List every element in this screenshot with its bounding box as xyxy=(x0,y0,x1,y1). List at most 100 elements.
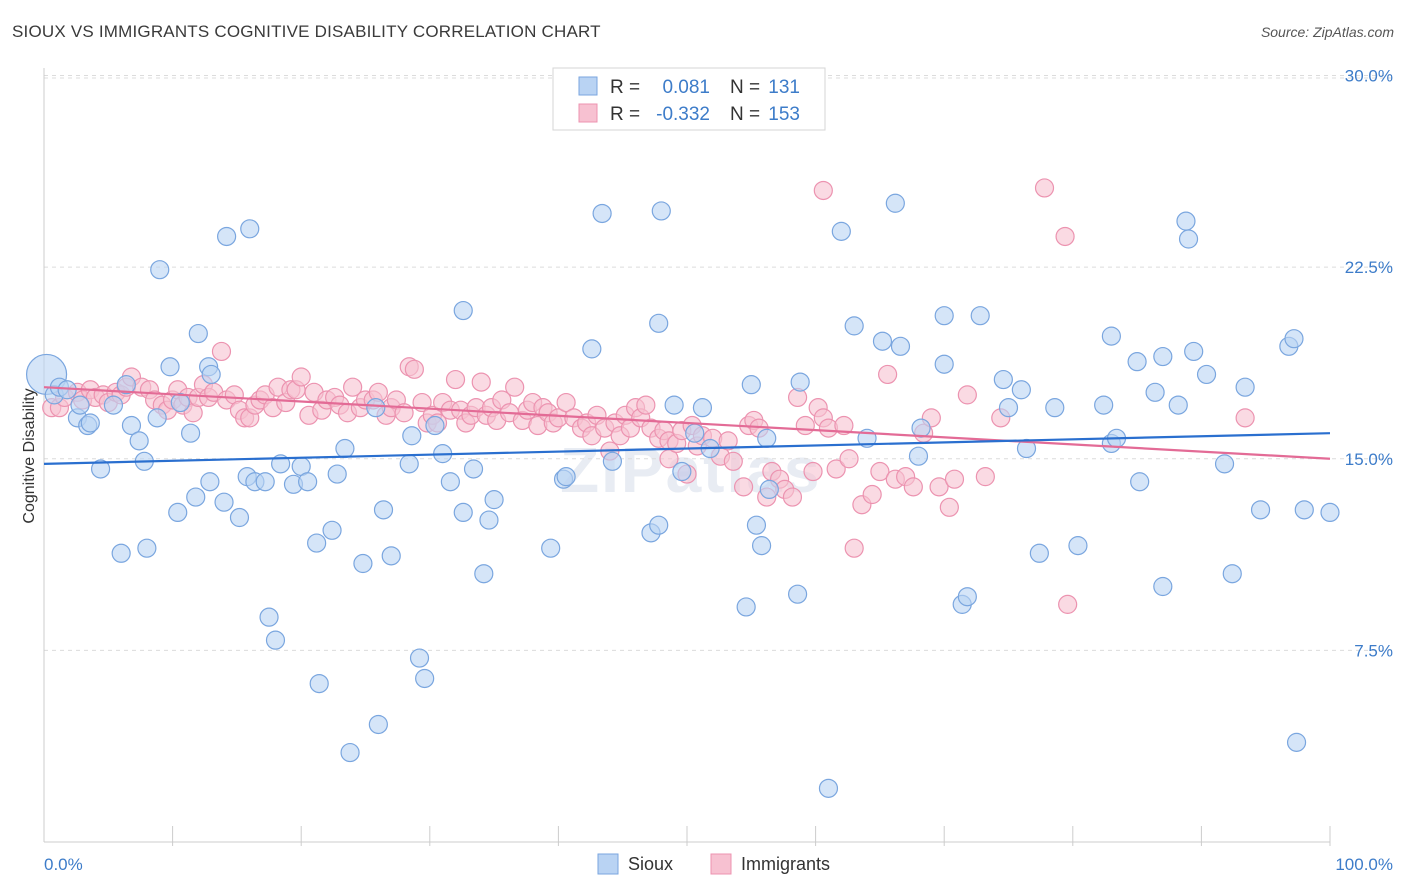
sioux-point xyxy=(201,364,221,385)
sioux-point xyxy=(818,778,839,798)
sioux-point xyxy=(993,369,1013,390)
sioux-point xyxy=(229,507,250,528)
sioux-point xyxy=(692,398,713,418)
legend-sioux-r-label: R = xyxy=(610,77,640,98)
sioux-point xyxy=(322,520,342,540)
sioux-trend-line xyxy=(43,432,1331,465)
sioux-point xyxy=(170,392,190,413)
sioux-point xyxy=(353,553,373,574)
immigrants-point xyxy=(445,369,466,390)
bottom-legend-swatch-immigrants xyxy=(710,853,732,875)
sioux-point xyxy=(759,479,779,500)
y-tick-label: 7.5% xyxy=(1354,641,1393,660)
sioux-point xyxy=(1011,380,1031,400)
sioux-point xyxy=(240,219,260,239)
sioux-point xyxy=(746,515,767,535)
sioux-point xyxy=(1068,536,1088,556)
sioux-point xyxy=(147,408,167,428)
sioux-point xyxy=(751,536,772,556)
sioux-point xyxy=(934,306,954,326)
sioux-point xyxy=(736,597,756,617)
immigrants-point xyxy=(844,538,864,558)
trend-lines xyxy=(43,386,1331,465)
immigrants-point xyxy=(939,497,959,517)
sioux-point xyxy=(1184,341,1204,362)
sioux-point xyxy=(998,398,1019,418)
immigrants-point xyxy=(834,415,854,436)
sioux-point xyxy=(402,426,422,446)
sioux-point xyxy=(307,533,327,553)
sioux-point xyxy=(1127,352,1147,372)
immigrants-point xyxy=(1055,226,1075,247)
sioux-point xyxy=(1130,472,1150,492)
sioux-point xyxy=(484,490,504,510)
bottom-legend-swatch-sioux xyxy=(597,853,619,875)
source-label: Source: ZipAtlas.com xyxy=(1260,24,1394,40)
immigrants-point xyxy=(878,364,898,385)
immigrants-point xyxy=(862,484,882,505)
immigrants-point xyxy=(1235,408,1255,428)
sioux-point xyxy=(425,415,445,436)
sioux-point xyxy=(1284,329,1304,349)
sioux-point xyxy=(181,423,201,443)
sioux-point xyxy=(327,464,347,484)
immigrants-point xyxy=(782,487,803,507)
y-axis-title: Cognitive Disability xyxy=(21,388,38,523)
immigrants-point xyxy=(1034,178,1055,198)
sioux-point xyxy=(259,607,279,627)
immigrants-point xyxy=(957,385,977,405)
bottom-legend: Sioux Immigrants xyxy=(597,853,830,875)
immigrants-point xyxy=(404,359,424,379)
sioux-point xyxy=(1176,211,1196,231)
sioux-point xyxy=(592,203,612,224)
sioux-point xyxy=(757,428,777,448)
sioux-points xyxy=(25,193,1340,798)
y-tick-labels: 7.5% 15.0% 22.5% 30.0% xyxy=(1345,67,1393,661)
legend-sioux-r: 0.081 xyxy=(662,77,710,98)
sioux-point xyxy=(168,502,188,523)
sioux-point xyxy=(453,502,473,523)
y-tick-label: 30.0% xyxy=(1345,67,1393,86)
immigrants-point xyxy=(1058,594,1078,614)
sioux-point xyxy=(399,454,419,474)
sioux-point xyxy=(186,487,206,507)
immigrants-point xyxy=(903,477,923,497)
sioux-point xyxy=(80,413,100,433)
sioux-point xyxy=(1094,395,1114,415)
x-tick-label-min: 0.0% xyxy=(44,855,83,874)
sioux-point xyxy=(1153,346,1173,367)
sioux-point xyxy=(1286,732,1307,752)
sioux-point xyxy=(474,564,494,584)
immigrants-trend-line xyxy=(43,386,1331,460)
legend-immigrants-n-label: N = xyxy=(730,104,760,125)
sioux-point xyxy=(137,538,157,558)
sioux-point xyxy=(890,336,911,356)
sioux-point xyxy=(463,459,484,479)
y-tick-label: 15.0% xyxy=(1345,450,1393,469)
immigrants-point xyxy=(929,477,949,497)
sioux-point xyxy=(1101,326,1121,346)
sioux-point xyxy=(651,201,671,221)
sioux-point xyxy=(298,472,318,492)
immigrants-point xyxy=(975,467,995,487)
sioux-point xyxy=(1196,364,1217,385)
immigrants-point xyxy=(733,477,754,497)
immigrants-point xyxy=(718,431,738,451)
sioux-point xyxy=(217,226,237,247)
immigrants-point xyxy=(944,469,965,489)
immigrants-point xyxy=(291,367,311,387)
sioux-point xyxy=(116,375,136,395)
immigrants-point xyxy=(870,461,890,482)
legend-sioux-n: 131 xyxy=(768,77,800,98)
sioux-point xyxy=(160,357,180,377)
sioux-point xyxy=(664,395,684,415)
x-tick-label-max: 100.0% xyxy=(1335,855,1393,874)
sioux-point xyxy=(103,395,124,415)
sioux-point xyxy=(255,472,275,492)
immigrants-point xyxy=(723,451,743,471)
bottom-legend-immigrants: Immigrants xyxy=(741,854,830,874)
sioux-point xyxy=(1294,500,1314,520)
immigrants-point xyxy=(813,180,833,201)
chart-title: SIOUX VS IMMIGRANTS COGNITIVE DISABILITY… xyxy=(12,22,601,41)
immigrants-point xyxy=(556,392,576,413)
